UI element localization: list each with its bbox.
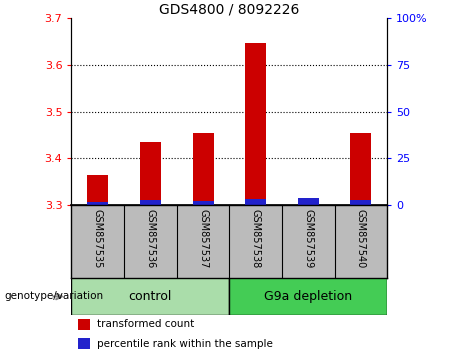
Text: GSM857538: GSM857538 bbox=[251, 209, 260, 268]
Bar bbox=[140, 200, 161, 205]
Bar bbox=[140, 142, 161, 205]
Text: control: control bbox=[129, 290, 172, 303]
Title: GDS4800 / 8092226: GDS4800 / 8092226 bbox=[159, 2, 300, 17]
Bar bbox=[87, 201, 108, 205]
Text: GSM857536: GSM857536 bbox=[145, 209, 155, 268]
Bar bbox=[193, 133, 213, 205]
Text: genotype/variation: genotype/variation bbox=[5, 291, 104, 302]
Text: G9a depletion: G9a depletion bbox=[264, 290, 352, 303]
Bar bbox=[350, 133, 372, 205]
Text: GSM857540: GSM857540 bbox=[356, 209, 366, 268]
Text: transformed count: transformed count bbox=[97, 319, 194, 330]
Text: GSM857535: GSM857535 bbox=[93, 209, 103, 268]
Text: GSM857539: GSM857539 bbox=[303, 209, 313, 268]
Bar bbox=[193, 201, 213, 205]
Bar bbox=[229, 278, 387, 315]
Bar bbox=[245, 199, 266, 205]
Text: GSM857537: GSM857537 bbox=[198, 209, 208, 268]
Bar bbox=[245, 44, 266, 205]
Bar bbox=[298, 198, 319, 205]
Bar bbox=[350, 200, 372, 205]
Bar bbox=[71, 278, 229, 315]
Bar bbox=[78, 338, 90, 349]
Bar bbox=[298, 198, 319, 205]
Bar bbox=[87, 175, 108, 205]
Bar bbox=[78, 319, 90, 330]
Text: percentile rank within the sample: percentile rank within the sample bbox=[97, 339, 272, 349]
